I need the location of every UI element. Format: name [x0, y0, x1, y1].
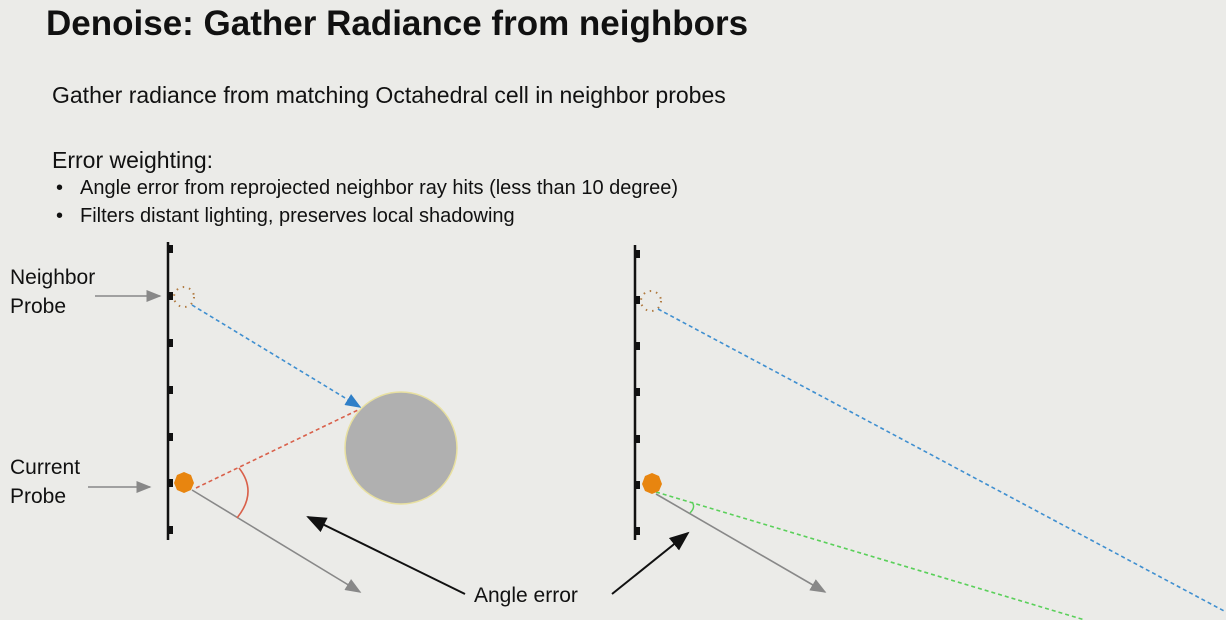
occluder-sphere	[344, 391, 458, 505]
label-line: Probe	[10, 295, 67, 318]
bullet-text: Angle error from reprojected neighbor ra…	[80, 177, 679, 199]
bullet-item: • Filters distant lighting, preserves loc…	[56, 205, 515, 227]
reprojected-ray	[655, 491, 1086, 620]
neighbor-probe-label: Neighbor Probe	[10, 263, 95, 321]
probe-wall-right	[633, 245, 640, 540]
angle-error-pointer-right	[611, 531, 690, 595]
current-probe	[642, 473, 662, 494]
current-probe-label: Current Probe	[10, 453, 80, 511]
angle-error-pointer-left	[306, 516, 466, 595]
label-line: Neighbor	[10, 266, 96, 289]
label-line: Probe	[10, 485, 67, 508]
current-ray	[191, 489, 362, 593]
error-weighting-heading: Error weighting:	[52, 147, 214, 173]
neighbor-probe	[640, 290, 662, 312]
bullet-item: • Angle error from reprojected neighbor r…	[56, 177, 679, 199]
neighbor-ray	[657, 308, 1226, 613]
neighbor-probe	[173, 286, 195, 308]
probe-wall-left	[166, 242, 173, 540]
slide-title: Denoise: Gather Radiance from neighbors	[46, 4, 749, 43]
slide-subtitle: Gather radiance from matching Octahedral…	[52, 82, 726, 108]
angle-error-label: Angle error	[474, 584, 578, 607]
angle-arc	[236, 467, 249, 519]
current-ray	[655, 493, 827, 593]
reprojected-ray	[195, 409, 359, 489]
angle-arc	[689, 501, 695, 514]
bullet-text: Filters distant lighting, preserves loca…	[80, 205, 515, 227]
label-line: Current	[10, 456, 81, 479]
neighbor-ray	[191, 304, 362, 408]
current-probe	[174, 472, 194, 493]
